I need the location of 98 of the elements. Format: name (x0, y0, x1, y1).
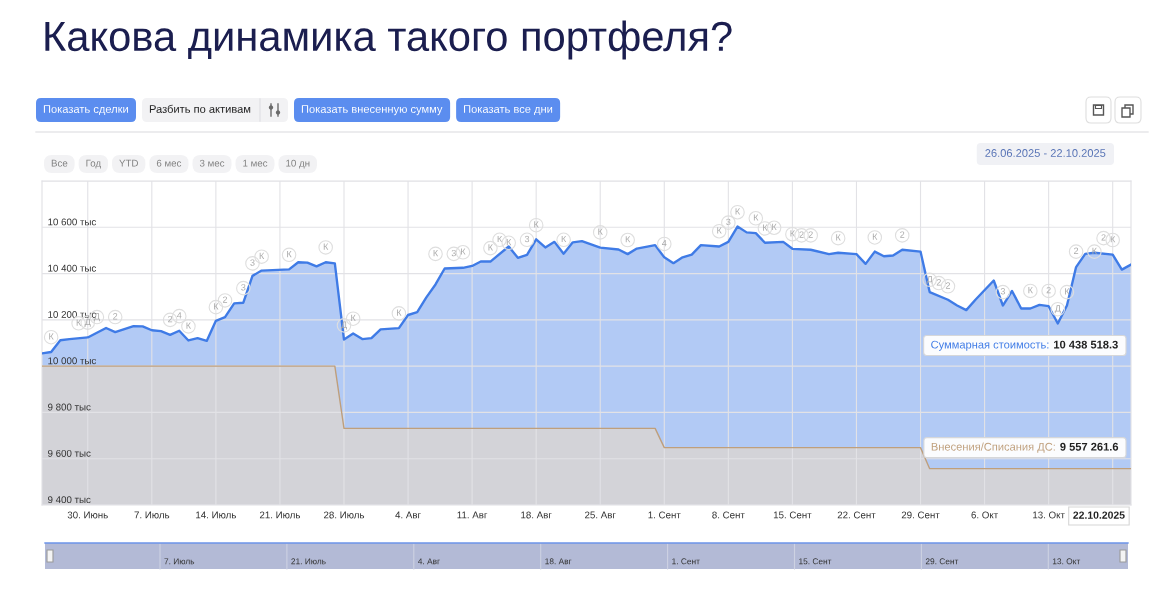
text: 4. Авг (417, 558, 440, 565)
annotation: 3 (1000, 288, 1005, 295)
annotation: Суммарная стоимость: 10 438 518.3 (931, 340, 1118, 351)
annotation: 4 (176, 312, 182, 319)
x-tick-label: 1. Сент (648, 511, 681, 519)
x-tick-label: 30. Июнь (67, 511, 108, 519)
y-tick-label: 9 800 тыс (48, 403, 91, 411)
annotation: К (351, 314, 356, 322)
annotation: К (1065, 288, 1070, 295)
text: 22.10.2025 (1073, 511, 1125, 519)
text: Показать внесенную сумму (301, 105, 443, 116)
x-tick-label: 21. Июль (259, 511, 301, 519)
text: Разбить по активам (149, 104, 251, 113)
annotation: 3 (726, 218, 731, 226)
annotation: К (287, 250, 292, 258)
annotation: К (772, 223, 777, 231)
annotation: К (497, 235, 503, 243)
y-tick-label: 10 600 тыс (48, 218, 97, 226)
annotation: К (461, 248, 466, 255)
annotation: К (534, 221, 539, 228)
text: 1. Сент (672, 558, 700, 565)
text: 26.06.2025 - 22.10.2025 (985, 149, 1106, 157)
annotation: К (397, 309, 402, 316)
text: 15. Сент (799, 558, 832, 565)
text: 10 дн (286, 159, 310, 169)
annotation: Д (93, 313, 100, 322)
text: Показать сделки (43, 105, 128, 116)
x-tick-label: 29. Сент (901, 511, 940, 519)
x-tick-label: 11. Авг (457, 511, 488, 519)
x-tick-label: 4. Авг (395, 511, 421, 519)
text: Показать все дни (464, 105, 553, 116)
text: 6 мес (156, 159, 182, 167)
annotation: К (625, 236, 631, 243)
annotation: К (1092, 247, 1097, 254)
annotation: 2 (222, 296, 228, 303)
annotation: Внесения/Списания ДС: 9 557 261.6 (931, 442, 1119, 453)
annotation: К (790, 230, 795, 237)
annotation: К (1028, 287, 1033, 294)
annotation: К (753, 214, 759, 221)
annotation: К (598, 228, 603, 235)
x-tick-label: 7. Июль (134, 511, 170, 519)
x-tick-label: 25. Авг (585, 511, 616, 519)
text: 7. Июль (164, 558, 195, 565)
x-tick-label: 15. Сент (773, 511, 812, 519)
annotation: К (717, 227, 722, 234)
annotation: Д (1054, 305, 1061, 314)
annotation: 2 (1046, 286, 1051, 294)
annotation: 2 (799, 231, 804, 238)
annotation: К (186, 322, 191, 329)
annotation: К (506, 238, 512, 246)
text: Год (86, 159, 101, 169)
text: 3 мес (199, 159, 225, 167)
x-tick-label: 28. Июль (323, 511, 365, 519)
annotation: 2 (900, 231, 905, 238)
annotation: К (259, 252, 265, 260)
text: 13. Окт (1052, 558, 1081, 565)
annotation: 4 (661, 240, 667, 247)
x-tick-label: 13. Окт (1033, 511, 1065, 519)
annotation: К (213, 303, 219, 310)
annotation: 2 (1101, 234, 1106, 241)
annotation: К (76, 319, 82, 326)
x-tick-label: 6. Окт (971, 511, 999, 519)
text: 21. Июль (291, 558, 326, 565)
annotation: 2 (936, 279, 941, 286)
x-tick-label: 18. Авг (521, 511, 552, 519)
annotation: К (836, 234, 841, 241)
annotation: 3 (524, 235, 530, 243)
annotation: К (488, 244, 493, 251)
annotation: К (433, 250, 439, 257)
annotation: К (49, 333, 54, 340)
annotation: К (763, 224, 768, 231)
y-tick-label: 9 400 тыс (48, 496, 91, 504)
annotation: К (735, 208, 741, 215)
x-tick-label: 8. Сент (712, 511, 745, 519)
y-tick-label: 10 000 тыс (48, 357, 97, 365)
y-tick-label: 10 400 тыс (48, 264, 97, 272)
text: YTD (119, 159, 138, 167)
chart-title: Какова динамика такого портфеля? (45, 20, 732, 60)
annotation: К (561, 235, 567, 243)
annotation: 2 (945, 282, 951, 289)
annotation: Д (84, 318, 91, 327)
annotation: 3 (451, 249, 456, 257)
annotation: К (872, 233, 878, 240)
annotation: 2 (1074, 247, 1079, 254)
annotation: К (1110, 236, 1116, 243)
x-tick-label: 22. Сент (837, 511, 876, 519)
annotation: 2 (168, 315, 173, 323)
y-tick-label: 9 600 тыс (48, 449, 91, 457)
annotation: К (323, 243, 329, 250)
text: 29. Сент (925, 558, 959, 565)
text: 18. Авг (545, 558, 572, 565)
annotation: 2 (113, 313, 118, 320)
text: Все (51, 159, 68, 167)
annotation: 3 (250, 259, 255, 266)
text: 1 мес (243, 159, 268, 167)
annotation: 2 (808, 231, 813, 238)
annotation: 3 (241, 284, 246, 291)
x-tick-label: 14. Июль (196, 511, 236, 519)
